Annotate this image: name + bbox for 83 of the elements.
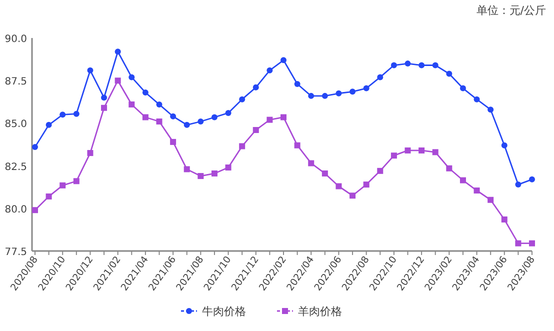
point — [432, 149, 438, 156]
point — [432, 62, 438, 68]
point — [156, 118, 162, 124]
point — [170, 113, 176, 120]
point — [390, 62, 397, 68]
point — [60, 112, 66, 118]
y-tick-label: 82.5 — [4, 162, 27, 173]
point — [114, 48, 121, 55]
point — [529, 240, 535, 246]
legend-label: 牛肉价格 — [202, 305, 246, 318]
point — [142, 114, 148, 120]
point — [377, 74, 384, 80]
point — [322, 170, 328, 176]
point — [142, 90, 148, 96]
point — [73, 178, 80, 184]
point — [529, 176, 535, 182]
point — [363, 182, 370, 188]
point — [32, 207, 38, 214]
point — [350, 192, 356, 199]
point — [363, 85, 370, 92]
point — [211, 114, 218, 120]
point — [128, 101, 135, 108]
point — [46, 122, 52, 128]
point — [280, 114, 286, 120]
point — [87, 67, 94, 74]
point — [198, 173, 204, 180]
point — [239, 96, 246, 102]
point — [350, 88, 356, 95]
point — [266, 116, 273, 123]
point — [60, 182, 66, 188]
point — [114, 78, 121, 84]
point — [460, 85, 466, 92]
point — [225, 164, 232, 171]
point — [308, 160, 314, 166]
point — [32, 144, 38, 150]
point — [184, 166, 190, 172]
point — [446, 165, 452, 172]
point — [474, 188, 480, 194]
point — [225, 110, 232, 116]
annotation: 单位：元/公斤 — [476, 4, 546, 17]
y-tick-label: 87.5 — [4, 76, 27, 88]
point — [404, 147, 411, 154]
point — [488, 196, 494, 203]
point — [87, 150, 94, 156]
point — [515, 182, 522, 188]
point — [336, 183, 342, 190]
point — [101, 94, 108, 101]
point — [404, 60, 411, 67]
point — [252, 127, 259, 134]
point — [308, 92, 314, 99]
point — [101, 104, 108, 111]
point — [322, 92, 328, 99]
legend-label: 羊肉价格 — [298, 305, 342, 318]
point — [446, 70, 452, 77]
point — [474, 96, 480, 102]
point — [501, 142, 508, 148]
y-tick-label: 80.0 — [4, 204, 27, 216]
point — [156, 101, 162, 108]
point — [501, 216, 508, 222]
point — [390, 152, 397, 159]
point — [418, 147, 425, 154]
point — [184, 122, 190, 128]
point — [128, 74, 135, 80]
point — [418, 62, 425, 68]
point — [170, 138, 176, 145]
point — [73, 110, 80, 117]
point — [336, 90, 342, 96]
y-tick-label: 77.5 — [4, 247, 27, 258]
point — [280, 57, 286, 64]
point — [460, 177, 466, 184]
y-tick-label: 85.0 — [4, 119, 27, 130]
point — [515, 240, 522, 246]
point — [294, 81, 300, 88]
point — [377, 168, 384, 174]
point — [211, 170, 218, 176]
y-tick-label: 90.0 — [4, 34, 27, 45]
point — [239, 143, 246, 150]
point — [266, 67, 273, 74]
point — [252, 84, 259, 90]
point — [46, 193, 52, 200]
point — [488, 106, 494, 113]
point — [294, 142, 300, 148]
point — [198, 118, 204, 124]
